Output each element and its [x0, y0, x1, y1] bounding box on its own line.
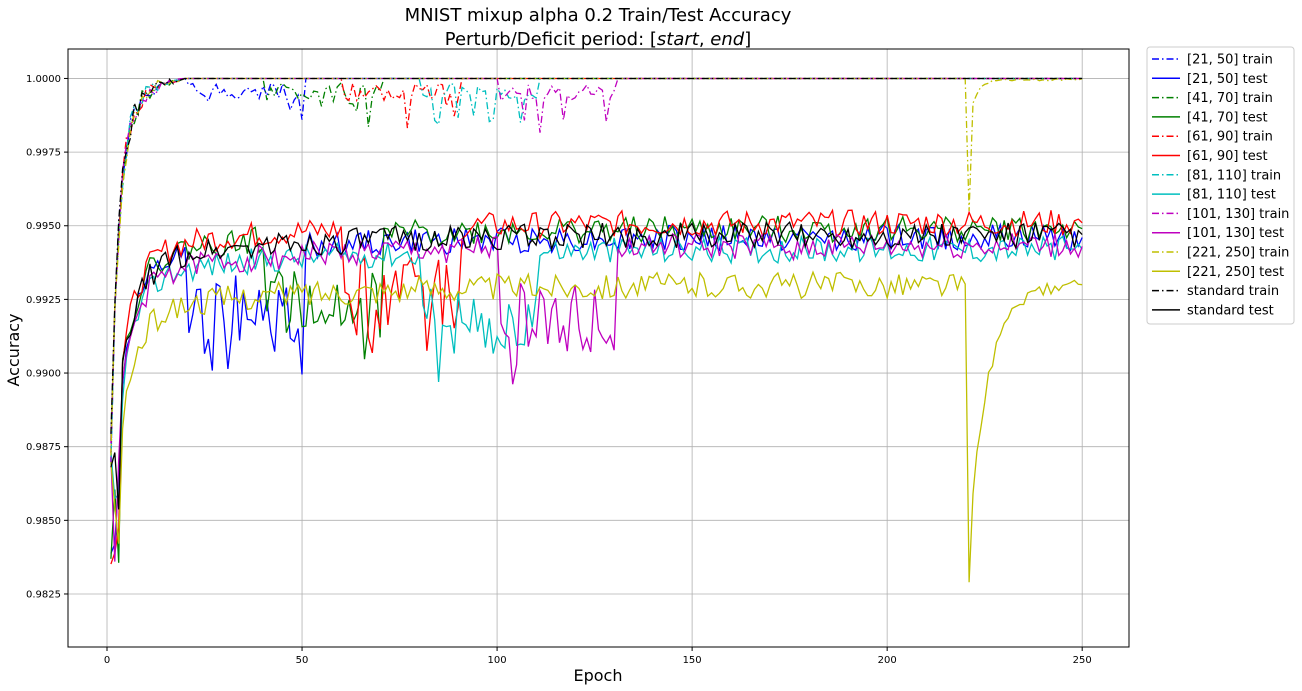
series-line — [110, 232, 1083, 562]
y-tick-label: 0.9900 — [26, 369, 61, 380]
legend-label: [41, 70] test — [1187, 110, 1268, 125]
x-tick-label: 50 — [296, 655, 309, 666]
legend-frame — [1146, 46, 1295, 325]
y-axis-label: Accuracy — [4, 313, 23, 386]
series-line — [110, 77, 1083, 434]
legend: [21, 50] train [21, 50] test [41, 70] trai… — [1146, 46, 1295, 325]
series-line — [110, 270, 1083, 583]
y-tick-label: 1.0000 — [26, 74, 61, 85]
plot-frame — [67, 48, 1130, 648]
series-line — [110, 208, 1083, 565]
series-line — [110, 77, 1083, 463]
x-axis-label: Epoch — [574, 666, 623, 685]
legend-label: standard test — [1187, 303, 1274, 318]
legend-label: [21, 50] test — [1187, 72, 1268, 87]
y-tick-label: 0.9925 — [26, 295, 61, 306]
legend-label: [101, 130] train — [1187, 207, 1289, 222]
x-tick-label: 250 — [1073, 655, 1092, 666]
legend-label: [221, 250] test — [1187, 265, 1284, 280]
series-layer — [110, 77, 1083, 583]
legend-label: standard train — [1187, 284, 1279, 299]
legend-label: [21, 50] train — [1187, 53, 1273, 68]
legend-label: [41, 70] train — [1187, 91, 1273, 106]
series-line — [110, 214, 1083, 563]
chart-title-line2: Perturb/Deficit period: [start, end] — [445, 29, 752, 50]
y-tick-label: 0.9975 — [26, 148, 61, 159]
legend-label: [61, 90] test — [1187, 149, 1268, 164]
chart-title-line1: MNIST mixup alpha 0.2 Train/Test Accurac… — [405, 5, 792, 26]
series-line — [110, 222, 1083, 554]
series-line — [110, 77, 1083, 444]
legend-label: [221, 250] train — [1187, 246, 1289, 261]
series-line — [110, 77, 1083, 465]
legend-label: [61, 90] train — [1187, 130, 1273, 145]
series-line — [110, 234, 1083, 500]
x-tick-label: 150 — [683, 655, 702, 666]
x-tick-label: 0 — [104, 655, 110, 666]
x-tick-label: 200 — [878, 655, 897, 666]
y-tick-label: 0.9950 — [26, 221, 61, 232]
legend-label: [81, 110] test — [1187, 188, 1276, 203]
ticks: 0 50 100 150 200 250 0.9825 0.9850 0.9875 0.9900 0… — [26, 74, 1092, 666]
y-tick-label: 0.9875 — [26, 442, 61, 453]
y-tick-label: 0.9850 — [26, 516, 61, 527]
series-line — [110, 220, 1083, 510]
legend-label: [81, 110] train — [1187, 168, 1281, 183]
x-tick-label: 100 — [488, 655, 507, 666]
legend-label: [101, 130] test — [1187, 226, 1284, 241]
y-tick-label: 0.9825 — [26, 589, 61, 600]
